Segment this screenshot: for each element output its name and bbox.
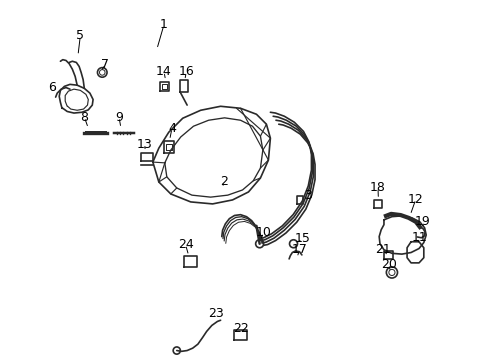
Text: 5: 5 [76, 29, 84, 42]
Text: 9: 9 [115, 111, 122, 123]
Text: 3: 3 [304, 189, 311, 202]
Text: 14: 14 [156, 65, 172, 78]
Text: 24: 24 [177, 238, 193, 251]
Text: 16: 16 [178, 65, 194, 78]
Text: 11: 11 [411, 231, 427, 244]
Text: 17: 17 [291, 243, 307, 256]
Text: 7: 7 [101, 58, 109, 71]
Text: 19: 19 [414, 215, 430, 228]
Text: 13: 13 [136, 138, 152, 150]
Text: 2: 2 [220, 175, 227, 189]
Text: 21: 21 [374, 243, 390, 256]
Text: 22: 22 [232, 322, 248, 335]
Text: 18: 18 [369, 181, 385, 194]
Text: 6: 6 [48, 81, 56, 94]
Text: 4: 4 [168, 122, 176, 135]
Text: 20: 20 [380, 258, 396, 271]
Text: 8: 8 [80, 111, 88, 123]
Text: 15: 15 [294, 233, 309, 246]
Text: 12: 12 [407, 193, 423, 206]
Text: 23: 23 [207, 307, 223, 320]
Text: 1: 1 [160, 18, 167, 31]
Text: 10: 10 [255, 226, 271, 239]
